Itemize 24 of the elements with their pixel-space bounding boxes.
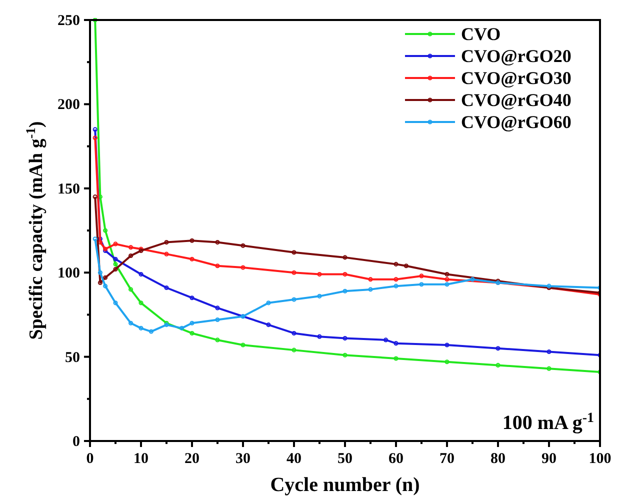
x-axis-title: Cycle number (n) bbox=[270, 474, 420, 496]
x-tick-label: 70 bbox=[440, 451, 454, 467]
x-tick-label: 50 bbox=[338, 451, 352, 467]
y-tick-label: 0 bbox=[72, 434, 80, 450]
x-tick-label: 100 bbox=[588, 451, 612, 467]
legend-label: CVO@rGO60 bbox=[461, 112, 572, 132]
y-tick-label: 150 bbox=[58, 181, 80, 198]
x-tick-label: 40 bbox=[286, 451, 302, 467]
x-tick-label: 90 bbox=[542, 451, 556, 467]
legend-label: CVO@rGO30 bbox=[461, 68, 572, 88]
y-tick-label: 200 bbox=[58, 97, 80, 114]
x-tick-label: 60 bbox=[388, 451, 404, 467]
x-tick-label: 30 bbox=[236, 451, 250, 467]
annotation: 100 mA g$^{-1}$ bbox=[502, 410, 594, 434]
x-tick-label: 20 bbox=[184, 451, 200, 467]
y-tick-label: 50 bbox=[65, 350, 80, 366]
x-tick-label: 10 bbox=[134, 451, 148, 467]
x-tick-label: 80 bbox=[490, 451, 506, 467]
legend-label: CVO bbox=[461, 24, 501, 44]
x-tick-label: 0 bbox=[86, 451, 94, 467]
y-tick-label: 250 bbox=[58, 13, 80, 29]
legend-label: CVO@rGO40 bbox=[461, 90, 572, 110]
y-tick-label: 100 bbox=[58, 266, 80, 282]
legend-label: CVO@rGO20 bbox=[461, 46, 572, 66]
